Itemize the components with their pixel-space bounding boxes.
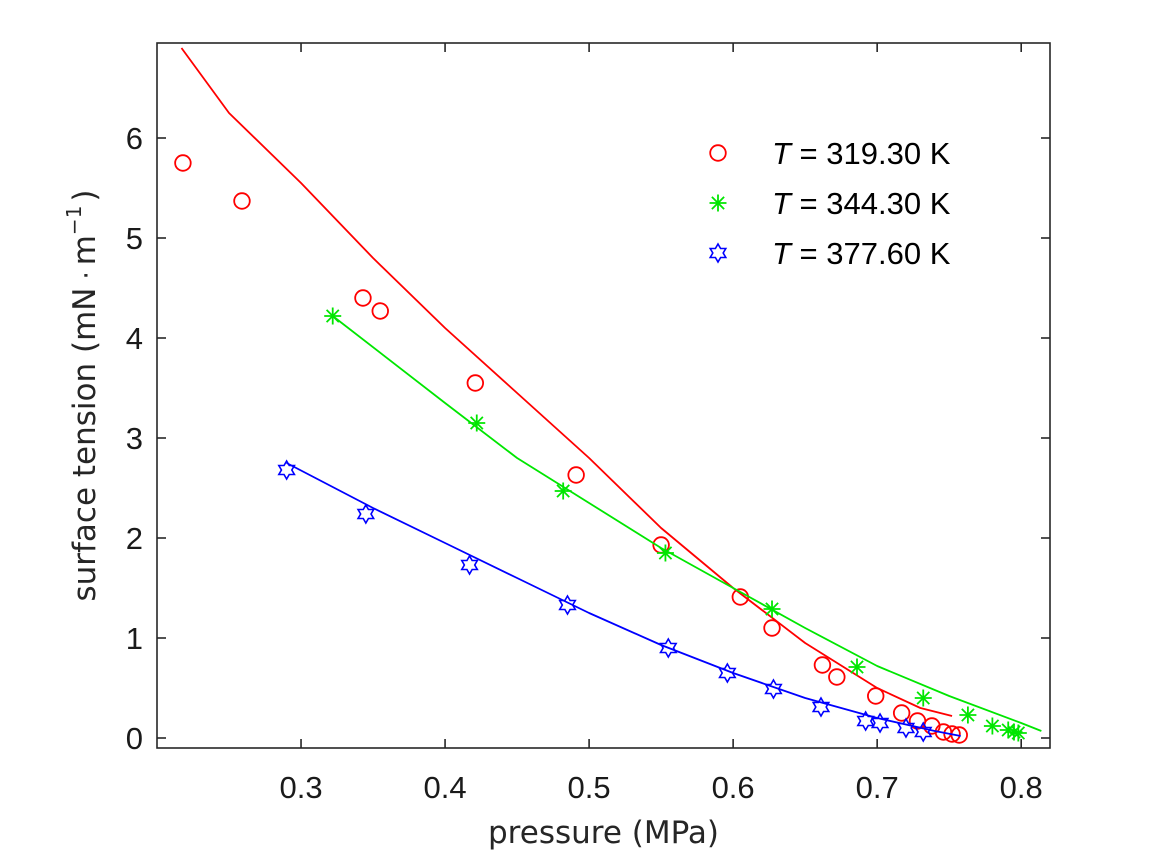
y-label-unit: m	[67, 235, 103, 265]
data-point	[656, 544, 674, 562]
legend-var: T	[772, 136, 793, 171]
y-tick-label: 6	[126, 121, 143, 156]
data-point	[856, 710, 875, 732]
y-label-dot: ·	[72, 271, 102, 279]
data-point	[468, 414, 486, 432]
data-point	[764, 678, 783, 700]
legend-value: 377.60 K	[826, 236, 950, 271]
x-tick-label: 0.8	[1000, 770, 1043, 805]
y-tick-label: 5	[126, 221, 143, 256]
data-point	[763, 619, 781, 637]
y-label-close: )	[67, 189, 103, 201]
y-tick-label: 0	[126, 721, 143, 756]
data-point	[567, 466, 585, 484]
y-label-main: surface tension (mN	[67, 288, 103, 602]
data-point	[828, 668, 846, 686]
plot-area	[174, 47, 1042, 744]
data-point	[848, 658, 866, 676]
legend-value: 319.30 K	[826, 136, 950, 171]
y-tick-label: 2	[126, 521, 143, 556]
legend-var: T	[772, 236, 793, 271]
y-tick-label: 1	[126, 621, 143, 656]
legend-label: T = 319.30 K	[772, 136, 951, 171]
data-point	[959, 706, 977, 724]
data-point	[813, 656, 832, 674]
data-point	[558, 594, 577, 616]
data-point	[943, 725, 961, 743]
y-tick-label: 3	[126, 421, 143, 456]
legend-label: T = 377.60 K	[772, 236, 951, 271]
data-point	[356, 503, 376, 525]
data-point	[354, 289, 372, 307]
legend-label: T = 344.30 K	[772, 186, 951, 221]
data-point	[914, 721, 933, 743]
x-tick-label: 0.6	[712, 770, 755, 805]
legend-item-1: T = 319.30 K	[709, 136, 951, 171]
data-point	[718, 662, 737, 684]
legend-eq: =	[791, 186, 826, 221]
data-point	[867, 687, 885, 705]
data-point	[659, 637, 678, 659]
legend: T = 319.30 KT = 344.30 KT = 377.60 K	[708, 136, 951, 271]
data-point	[466, 374, 485, 392]
data-point	[371, 302, 389, 320]
y-label-exp: −1	[62, 206, 86, 235]
data-point	[870, 712, 890, 734]
legend-marker	[708, 242, 728, 264]
legend-item-2: T = 344.30 K	[709, 186, 951, 221]
data-point	[914, 689, 932, 707]
series-2	[324, 307, 1042, 742]
axes: 0.3 0.4 0.5 0.6 0.7 0.8 0 1 2 3 4 5 6	[126, 42, 1051, 805]
y-axis-label: surface tension (mN · m−1)	[62, 189, 103, 601]
legend-value: 344.30 K	[826, 186, 950, 221]
data-point	[983, 717, 1001, 735]
series-3	[277, 459, 961, 743]
legend-item-3: T = 377.60 K	[708, 236, 951, 271]
series-1	[174, 47, 968, 744]
legend-marker	[709, 144, 727, 162]
data-point	[233, 192, 251, 210]
data-point	[1009, 724, 1027, 742]
data-point	[277, 459, 296, 481]
data-point	[892, 704, 911, 722]
data-point	[763, 600, 781, 618]
x-tick-label: 0.5	[568, 770, 611, 805]
legend-var: T	[772, 186, 793, 221]
data-point	[324, 307, 342, 325]
data-point	[811, 696, 831, 718]
fit-line	[332, 315, 1042, 732]
data-point	[460, 554, 479, 576]
fit-line	[286, 462, 961, 737]
x-tick-label: 0.4	[424, 770, 467, 805]
legend-marker	[709, 194, 727, 212]
x-axis-label: pressure (MPa)	[488, 815, 719, 851]
legend-eq: =	[791, 236, 826, 271]
x-tick-label: 0.3	[279, 770, 322, 805]
y-tick-label: 4	[126, 321, 143, 356]
x-tick-label: 0.7	[856, 770, 899, 805]
data-point	[896, 717, 916, 739]
axes-box	[156, 42, 1051, 749]
data-point	[554, 482, 572, 500]
legend-eq: =	[791, 136, 826, 171]
data-point	[174, 154, 192, 172]
